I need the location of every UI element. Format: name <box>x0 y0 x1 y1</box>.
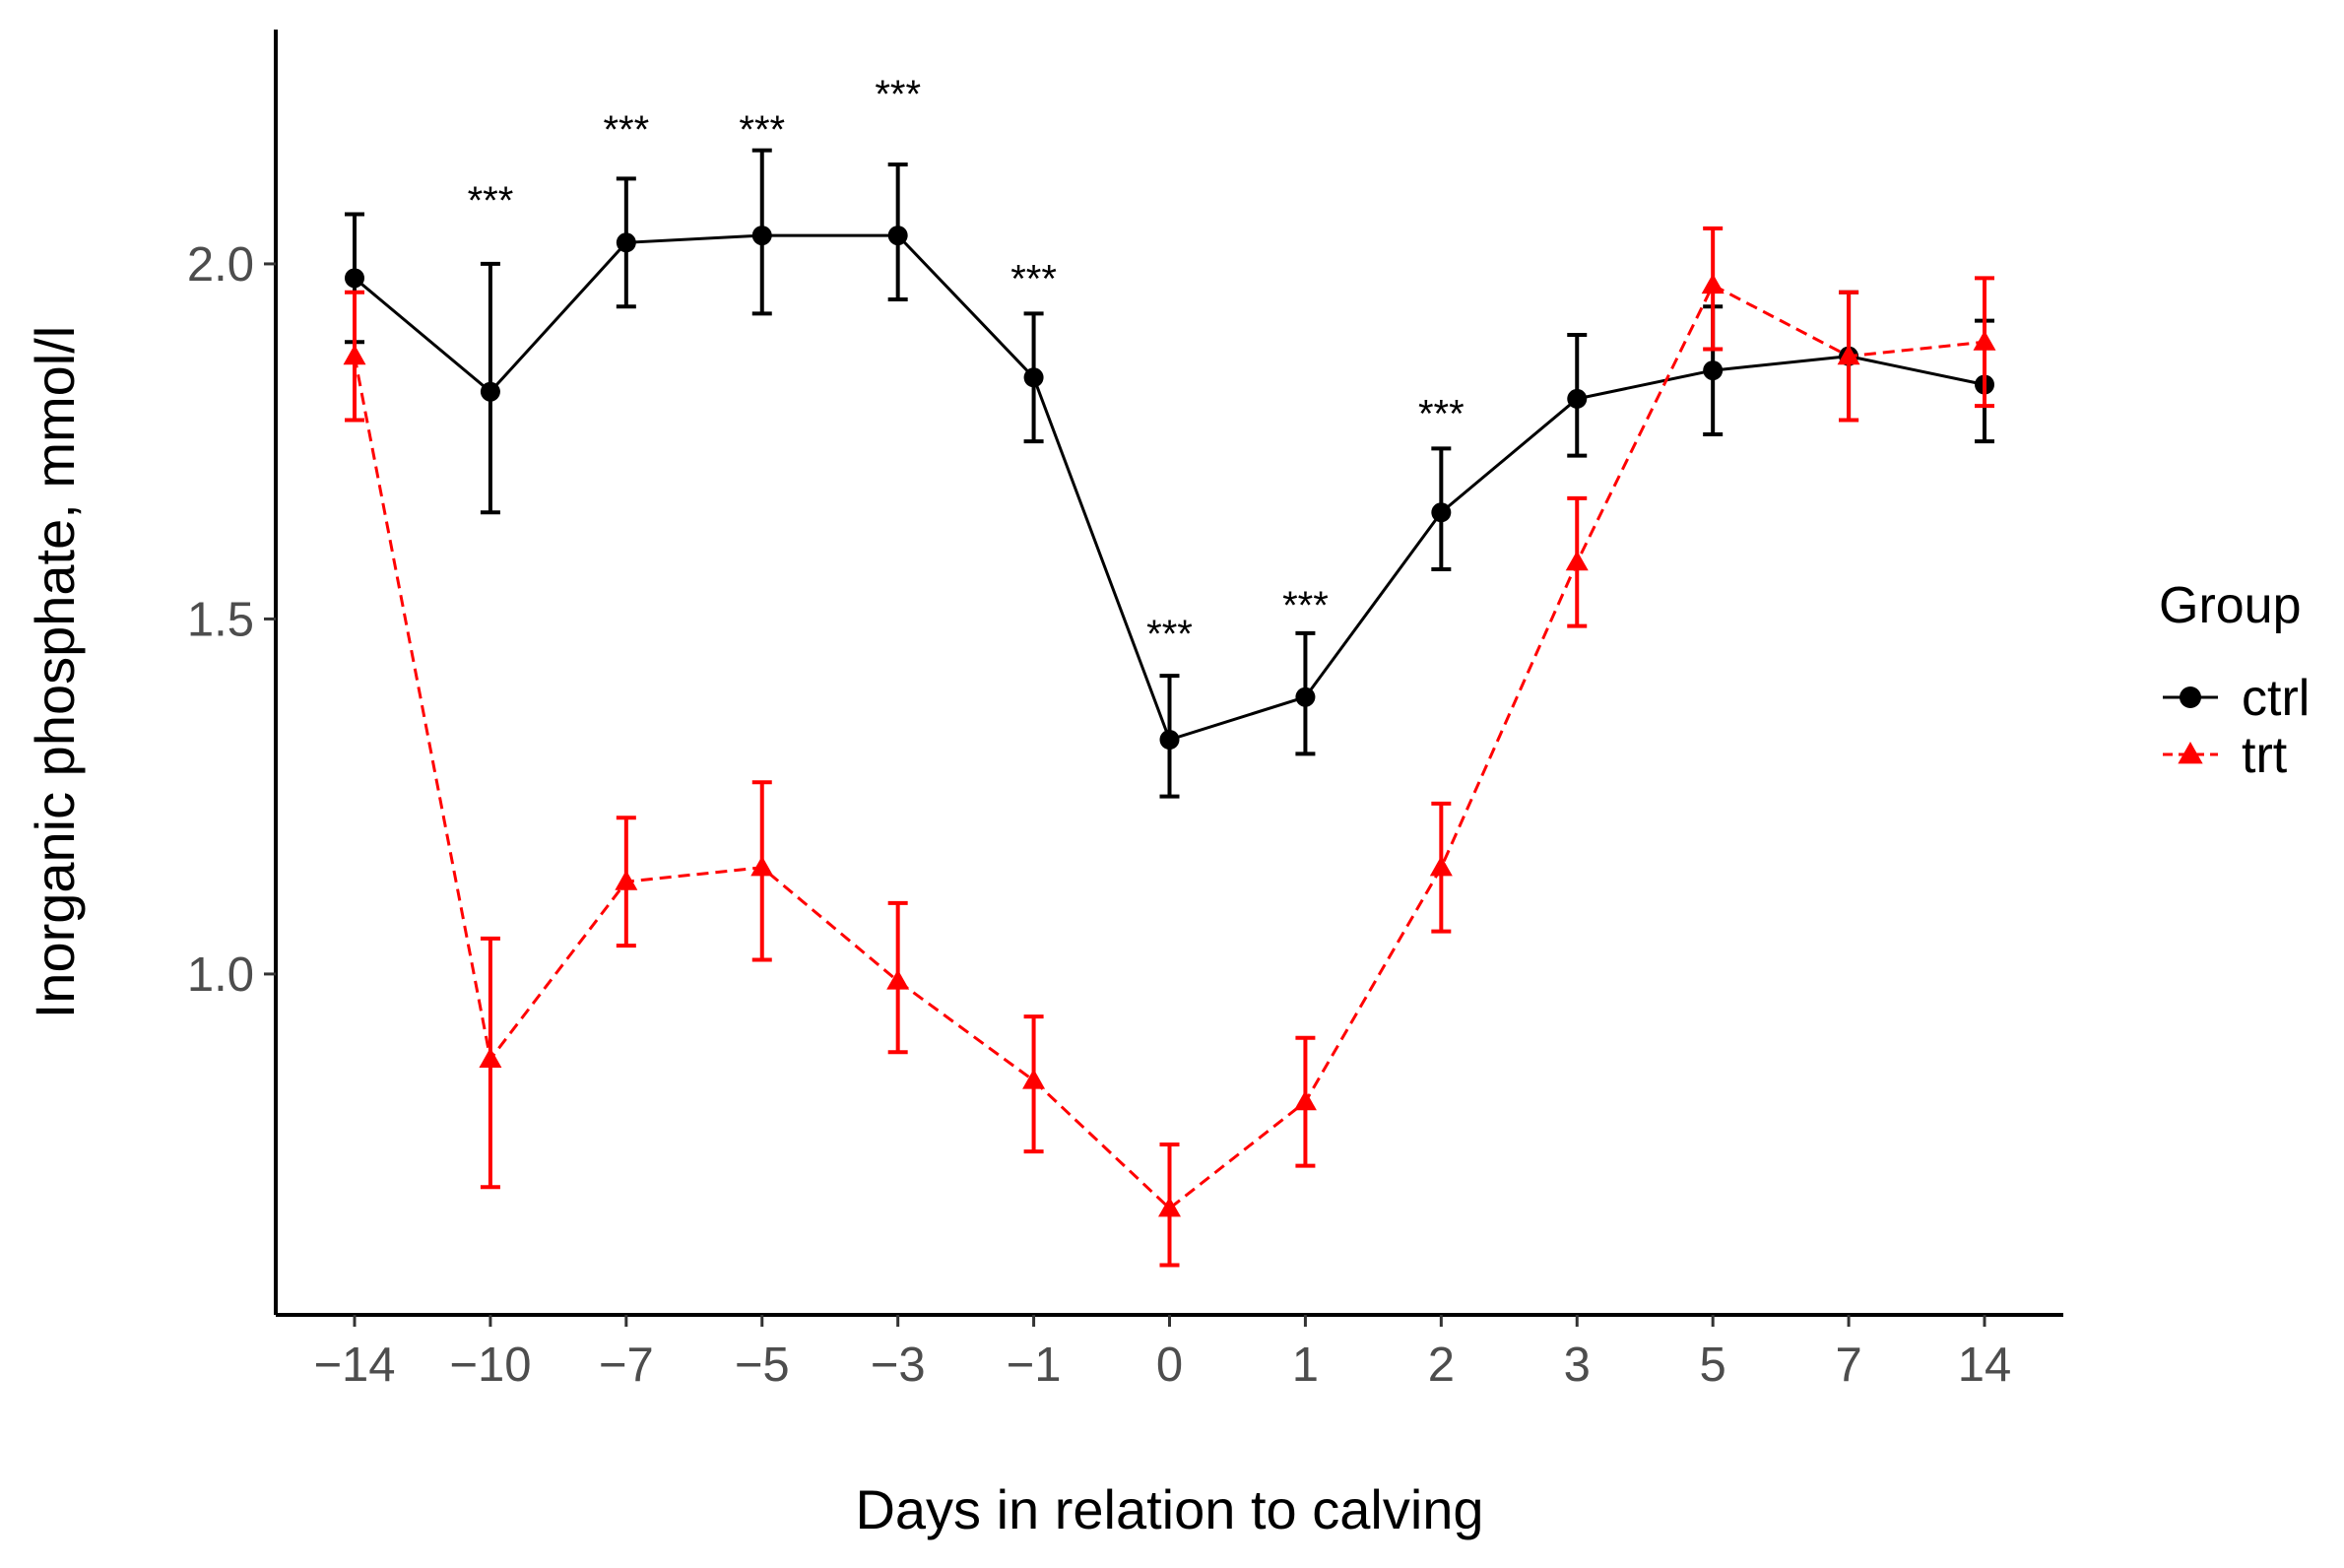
trt-point <box>1837 344 1860 365</box>
significance-label: *** <box>1146 613 1193 656</box>
x-tick-label: 5 <box>1700 1339 1726 1392</box>
x-tick-label: 0 <box>1156 1339 1183 1392</box>
plot-area <box>343 148 1996 1268</box>
trt-point <box>615 870 638 890</box>
x-tick-label: −7 <box>599 1339 654 1392</box>
trt-point <box>1701 273 1725 294</box>
x-tick-label: −1 <box>1007 1339 1062 1392</box>
trt-point <box>1565 550 1589 571</box>
trt-point <box>1293 1089 1317 1111</box>
ctrl-line <box>354 233 1986 742</box>
series-ctrl <box>345 148 1994 799</box>
trt-point <box>886 969 910 990</box>
x-tick-label: 7 <box>1835 1339 1861 1392</box>
x-axis-title: Days in relation to calving <box>855 1478 1483 1540</box>
x-tick-label: −10 <box>449 1339 531 1392</box>
significance-label: *** <box>468 179 514 223</box>
significance-label: *** <box>1010 257 1057 300</box>
ctrl-point <box>345 268 364 289</box>
y-tick-label: 1.0 <box>187 948 254 1002</box>
ctrl-point <box>1295 686 1316 707</box>
series-trt <box>343 226 1996 1268</box>
ctrl-point <box>887 226 908 246</box>
x-tick-label: −14 <box>313 1339 395 1392</box>
y-axis-title: Inorganic phosphate, mmol/l <box>24 326 86 1019</box>
significance-label: *** <box>603 108 649 152</box>
trt-point <box>2178 742 2203 764</box>
legend-title: Group <box>2159 577 2302 634</box>
significance-annotations: *** *** *** *** *** *** *** *** <box>468 73 1465 656</box>
y-tick-label: 2.0 <box>187 238 254 292</box>
x-tick-label: −3 <box>871 1339 926 1392</box>
significance-label: *** <box>875 73 921 116</box>
ctrl-point <box>1159 729 1180 750</box>
trt-point <box>1973 330 1996 351</box>
legend-key-trt <box>2163 742 2218 764</box>
ctrl-point <box>480 381 500 402</box>
x-tick-label: 14 <box>1958 1339 2012 1392</box>
legend-key-ctrl <box>2163 686 2218 708</box>
axes: 1.01.52.0−14 −10 −7 −5 −3 −1 0 1 2 3 5 7 14 <box>187 30 2063 1392</box>
y-tick-label: 1.5 <box>187 593 254 646</box>
significance-label: *** <box>739 108 785 152</box>
ctrl-point <box>616 232 636 253</box>
x-tick-label: −5 <box>735 1339 790 1392</box>
trt-point <box>1022 1069 1046 1089</box>
ctrl-point <box>1567 388 1588 409</box>
trt-point <box>1429 855 1453 877</box>
trt-point <box>343 344 366 365</box>
ctrl-point <box>1703 360 1724 381</box>
legend-label-ctrl: ctrl <box>2242 670 2310 727</box>
trt-point <box>1158 1197 1181 1217</box>
ctrl-point <box>751 226 772 246</box>
trt-point <box>479 1047 502 1068</box>
trt-point <box>750 855 774 877</box>
ctrl-point <box>2180 686 2201 708</box>
x-tick-label: 2 <box>1428 1339 1455 1392</box>
significance-label: *** <box>1418 392 1465 435</box>
significance-label: *** <box>1282 584 1329 627</box>
ctrl-point <box>1431 502 1452 523</box>
ctrl-point <box>1023 367 1044 388</box>
legend-label-trt: trt <box>2242 727 2288 784</box>
x-tick-label: 3 <box>1564 1339 1591 1392</box>
x-tick-label: 1 <box>1292 1339 1319 1392</box>
